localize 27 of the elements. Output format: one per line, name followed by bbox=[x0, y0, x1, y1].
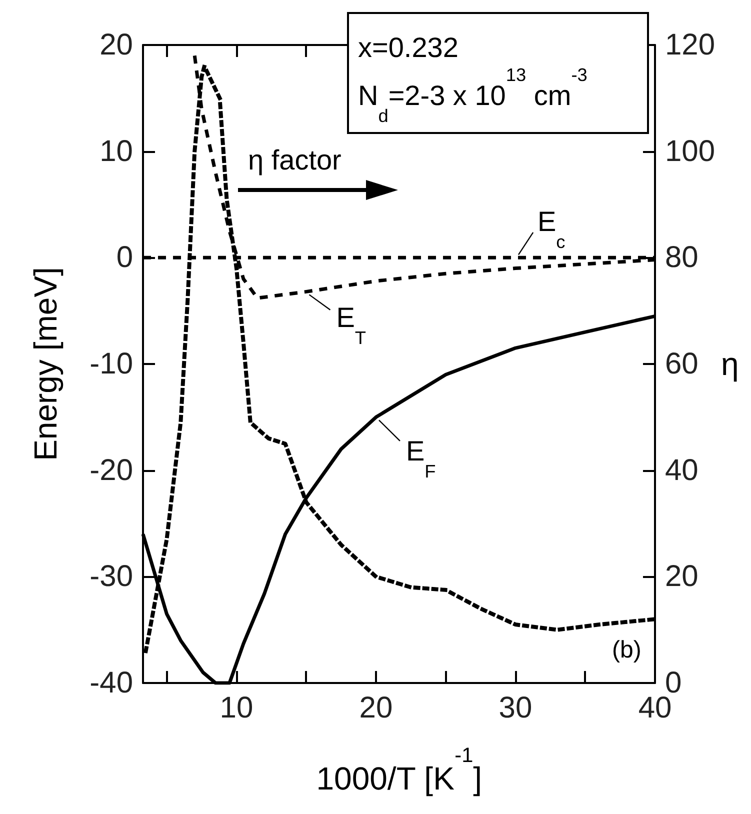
y2-axis-title: η bbox=[720, 346, 739, 382]
annotation: ET bbox=[336, 302, 366, 348]
annotation: Ec bbox=[537, 206, 566, 252]
y-tick-label: -10 bbox=[90, 348, 133, 380]
x-tick-label: 10 bbox=[220, 692, 254, 724]
y-tick-label: 0 bbox=[116, 241, 133, 274]
annotation: (b) bbox=[612, 636, 642, 664]
y-tick-label: 20 bbox=[100, 28, 133, 62]
x-tick-label: 20 bbox=[359, 692, 393, 724]
x-axis-title: 1000/T [K-1] bbox=[316, 744, 482, 797]
annotation: Nd=2-3 x 1013 cm-3 bbox=[358, 65, 588, 126]
y-tick-label: 10 bbox=[100, 134, 133, 168]
annotation: η factor bbox=[248, 144, 342, 176]
y2-tick-label: 20 bbox=[665, 560, 698, 594]
x-tick-label: 40 bbox=[638, 692, 672, 724]
y-tick-label: -40 bbox=[90, 666, 133, 700]
y-tick-label: -20 bbox=[90, 454, 133, 487]
y2-tick-label: 40 bbox=[665, 454, 698, 487]
annotation: EF bbox=[406, 436, 436, 482]
y2-tick-label: 60 bbox=[665, 348, 698, 380]
y2-tick-label: 80 bbox=[665, 241, 698, 274]
y2-tick-label: 120 bbox=[665, 28, 716, 62]
y-axis-title: Energy [meV] bbox=[27, 267, 64, 461]
y-tick-label: -30 bbox=[90, 560, 133, 594]
x-tick-label: 30 bbox=[498, 692, 532, 724]
annotation: x=0.232 bbox=[358, 32, 458, 63]
y2-tick-label: 100 bbox=[665, 134, 716, 168]
